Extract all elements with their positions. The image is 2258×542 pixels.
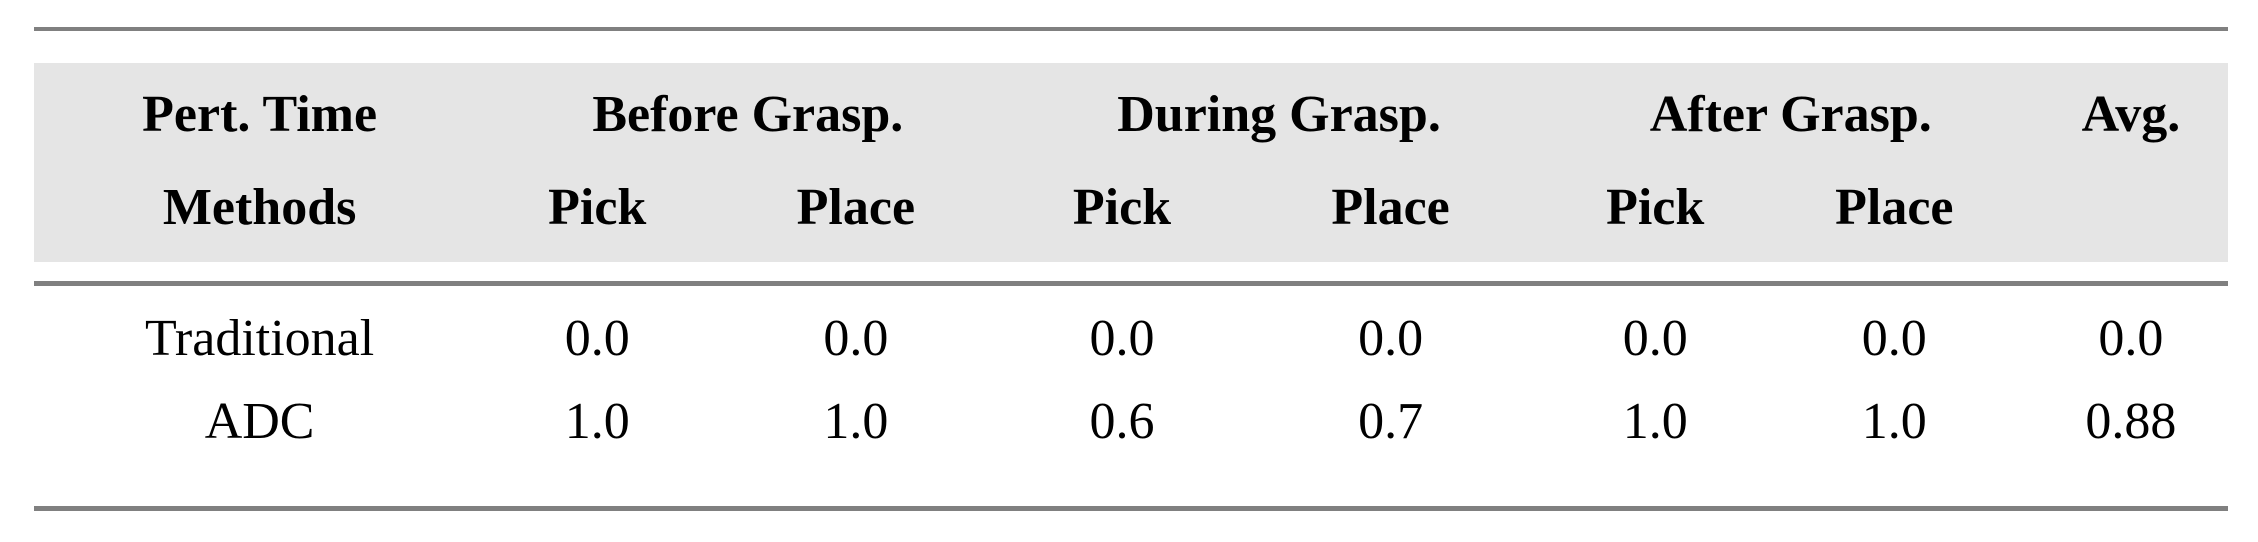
- table-mid-rule: [34, 281, 2228, 286]
- header-group-before-grasp: Before Grasp.: [489, 63, 1007, 161]
- body-separator-4b: [2029, 381, 2034, 463]
- body-separator-1: [485, 286, 490, 381]
- cell-adc-after-place: 1.0: [1758, 381, 2030, 463]
- header-separator-3b: [1547, 161, 1552, 262]
- results-table-container: Pert. Time Before Grasp. During Grasp. A…: [34, 27, 2228, 511]
- header-corner-line2: Methods: [34, 161, 486, 262]
- top-gap: [34, 31, 2228, 63]
- header-group-after-grasp: After Grasp.: [1551, 63, 2030, 161]
- header-separator-1: [485, 63, 490, 161]
- cell-traditional-after-pick: 0.0: [1551, 286, 1759, 381]
- body-separator-3b: [1547, 381, 1552, 463]
- top-rule-line: [34, 27, 2228, 31]
- cell-adc-during-pick: 0.6: [1010, 381, 1234, 463]
- table-row: Traditional 0.0 0.0 0.0 0.0 0.0 0.0 0.0: [34, 286, 2228, 381]
- header-subcol-after-place: Place: [1758, 161, 2030, 262]
- cell-traditional-after-place: 0.0: [1758, 286, 2030, 381]
- header-subcol-before-place: Place: [705, 161, 1007, 262]
- cell-adc-before-place: 1.0: [705, 381, 1007, 463]
- bottom-rule-line: [34, 506, 2228, 511]
- body-separator-1b: [485, 381, 490, 463]
- body-bottom-gap: [34, 463, 2228, 506]
- cell-traditional-during-pick: 0.0: [1010, 286, 1234, 381]
- row-label-traditional: Traditional: [34, 286, 486, 381]
- header-subcol-during-place: Place: [1233, 161, 1548, 262]
- header-subcol-avg-empty: [2033, 161, 2228, 262]
- top-gap-cell: [34, 31, 2228, 63]
- cell-adc-before-pick: 1.0: [489, 381, 706, 463]
- header-group-avg: Avg.: [2033, 63, 2228, 161]
- header-separator-3: [1547, 63, 1552, 161]
- header-row-subcolumns: Methods Pick Place Pick Place Pick Place: [34, 161, 2228, 262]
- cell-traditional-during-place: 0.0: [1233, 286, 1548, 381]
- header-separator-1b: [485, 161, 490, 262]
- header-separator-2: [1006, 63, 1011, 161]
- header-bottom-gap: [34, 262, 2228, 281]
- body-bottom-gap-cell: [34, 463, 2228, 506]
- row-label-adc: ADC: [34, 381, 486, 463]
- cell-adc-during-place: 0.7: [1233, 381, 1548, 463]
- results-table: Pert. Time Before Grasp. During Grasp. A…: [34, 27, 2228, 511]
- cell-adc-after-pick: 1.0: [1551, 381, 1759, 463]
- cell-traditional-before-pick: 0.0: [489, 286, 706, 381]
- header-subcol-after-pick: Pick: [1551, 161, 1759, 262]
- table-row: ADC 1.0 1.0 0.6 0.7 1.0 1.0 0.88: [34, 381, 2228, 463]
- cell-traditional-before-place: 0.0: [705, 286, 1007, 381]
- body-separator-2b: [1006, 381, 1011, 463]
- header-bottom-gap-cell: [34, 262, 2228, 281]
- mid-rule-line: [34, 281, 2228, 286]
- table-top-rule: [34, 27, 2228, 31]
- header-separator-4: [2029, 63, 2034, 161]
- cell-adc-avg: 0.88: [2033, 381, 2228, 463]
- header-row-groups: Pert. Time Before Grasp. During Grasp. A…: [34, 63, 2228, 161]
- table-bottom-rule: [34, 506, 2228, 511]
- header-group-during-grasp: During Grasp.: [1010, 63, 1548, 161]
- cell-traditional-avg: 0.0: [2033, 286, 2228, 381]
- body-separator-3: [1547, 286, 1552, 381]
- header-separator-2b: [1006, 161, 1011, 262]
- header-subcol-before-pick: Pick: [489, 161, 706, 262]
- header-subcol-during-pick: Pick: [1010, 161, 1234, 262]
- body-separator-4: [2029, 286, 2034, 381]
- body-separator-2: [1006, 286, 1011, 381]
- header-corner-line1: Pert. Time: [34, 63, 486, 161]
- header-separator-4b: [2029, 161, 2034, 262]
